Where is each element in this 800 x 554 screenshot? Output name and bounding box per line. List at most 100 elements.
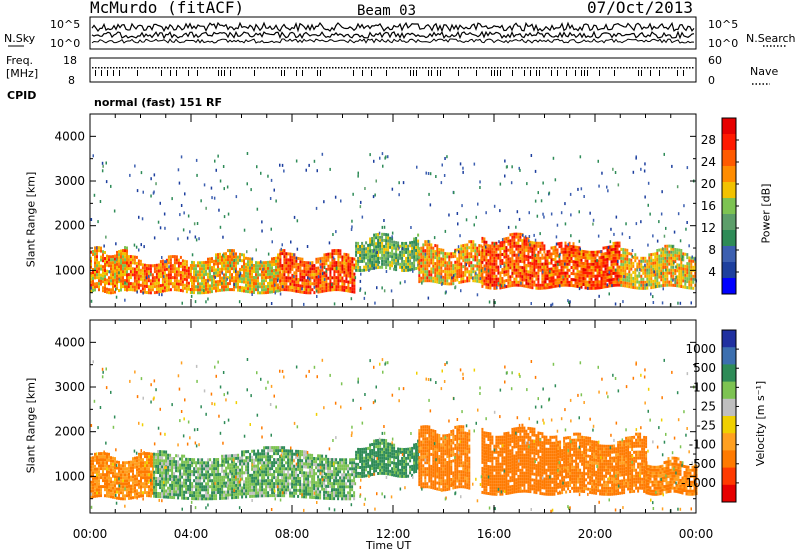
- heatmap-cell: [329, 276, 332, 280]
- heatmap-cell: [161, 280, 164, 284]
- heatmap-cell: [116, 250, 118, 254]
- heatmap-cell: [646, 268, 649, 272]
- heatmap-cell: [610, 266, 613, 270]
- heatmap-cell: [662, 272, 665, 275]
- heatmap-cell: [120, 467, 122, 471]
- heatmap-cell: [507, 281, 510, 285]
- scatter-echo: [457, 222, 459, 226]
- heatmap-cell: [426, 261, 429, 265]
- scatter-echo: [537, 191, 539, 195]
- freq-point: [395, 67, 397, 69]
- heatmap-cell: [309, 282, 312, 286]
- heatmap-cell: [476, 252, 479, 256]
- heatmap-cell: [357, 262, 360, 266]
- heatmap-cell: [369, 255, 372, 259]
- heatmap-cell: [191, 485, 194, 489]
- heatmap-cell: [682, 273, 685, 277]
- heatmap-cell: [598, 274, 601, 278]
- heatmap-cell: [347, 265, 350, 269]
- heatmap-cell: [448, 252, 451, 256]
- heatmap-cell: [499, 247, 502, 251]
- heatmap-cell: [138, 479, 140, 483]
- heatmap-cell: [650, 253, 653, 257]
- heatmap-cell: [102, 286, 104, 290]
- scatter-echo: [564, 222, 567, 226]
- heatmap-cell: [480, 271, 483, 275]
- heatmap-cell: [491, 271, 494, 275]
- heatmap-cell: [311, 282, 314, 286]
- heatmap-cell: [692, 274, 695, 278]
- heatmap-cell: [361, 247, 364, 251]
- heatmap-cell: [676, 254, 679, 258]
- heatmap-cell: [438, 263, 441, 266]
- heatmap-cell: [137, 265, 140, 269]
- heatmap-cell: [594, 283, 597, 287]
- heatmap-cell: [497, 247, 500, 251]
- heatmap-cell: [108, 258, 110, 262]
- heatmap-cell: [141, 275, 144, 279]
- heatmap-cell: [533, 283, 536, 287]
- heatmap-cell: [189, 479, 192, 482]
- scatter-echo: [671, 164, 673, 168]
- heatmap-cell: [181, 496, 184, 500]
- heatmap-cell: [136, 489, 138, 493]
- heatmap-cell: [584, 280, 587, 284]
- heatmap-cell: [153, 485, 156, 489]
- scatter-echo: [321, 152, 324, 156]
- freq-point: [575, 67, 577, 69]
- heatmap-cell: [413, 252, 416, 256]
- heatmap-cell: [141, 287, 144, 291]
- heatmap-cell: [187, 460, 190, 464]
- heatmap-cell: [397, 259, 400, 263]
- heatmap-cell: [223, 273, 225, 277]
- heatmap-cell: [134, 483, 136, 487]
- heatmap-cell: [124, 476, 126, 480]
- heatmap-cell: [554, 251, 557, 255]
- heatmap-cell: [674, 257, 677, 260]
- heatmap-cell: [106, 257, 108, 261]
- heatmap-cell: [576, 278, 579, 282]
- heatmap-cell: [191, 470, 194, 474]
- heatmap-cell: [578, 249, 581, 253]
- heatmap-cell: [261, 273, 263, 277]
- heatmap-cell: [128, 496, 130, 500]
- heatmap-cell: [347, 268, 350, 272]
- heatmap-cell: [664, 244, 667, 248]
- heatmap-cell: [169, 459, 172, 463]
- freq-point: [605, 67, 607, 69]
- heatmap-cell: [235, 258, 237, 262]
- heatmap-cell: [197, 279, 199, 283]
- scatter-echo: [412, 269, 414, 273]
- heatmap-cell: [521, 257, 524, 261]
- heatmap-cell: [126, 467, 128, 471]
- heatmap-cell: [474, 252, 477, 256]
- heatmap-cell: [339, 255, 342, 259]
- scatter-echo: [686, 221, 688, 224]
- heatmap-cell: [686, 262, 689, 266]
- heatmap-cell: [159, 287, 162, 291]
- heatmap-cell: [426, 273, 429, 277]
- heatmap-cell: [686, 274, 689, 278]
- heatmap-cell: [96, 488, 98, 492]
- scatter-echo: [293, 215, 296, 219]
- heatmap-cell: [556, 269, 559, 273]
- heatmap-cell: [452, 279, 455, 283]
- heatmap-cell: [535, 274, 538, 278]
- heatmap-cell: [436, 247, 439, 251]
- heatmap-cell: [523, 275, 526, 279]
- heatmap-cell: [566, 253, 569, 257]
- heatmap-cell: [175, 285, 178, 289]
- heatmap-cell: [299, 284, 302, 288]
- heatmap-cell: [626, 281, 629, 285]
- heatmap-cell: [199, 267, 201, 271]
- heatmap-cell: [537, 283, 540, 287]
- heatmap-cell: [116, 475, 118, 479]
- scatter-echo: [453, 191, 455, 195]
- heatmap-cell: [678, 248, 681, 252]
- nave-point: [650, 70, 651, 76]
- freq-point: [353, 67, 355, 69]
- heatmap-cell: [527, 270, 530, 274]
- heatmap-cell: [163, 471, 166, 475]
- heatmap-cell: [279, 264, 282, 268]
- heatmap-cell: [634, 253, 637, 257]
